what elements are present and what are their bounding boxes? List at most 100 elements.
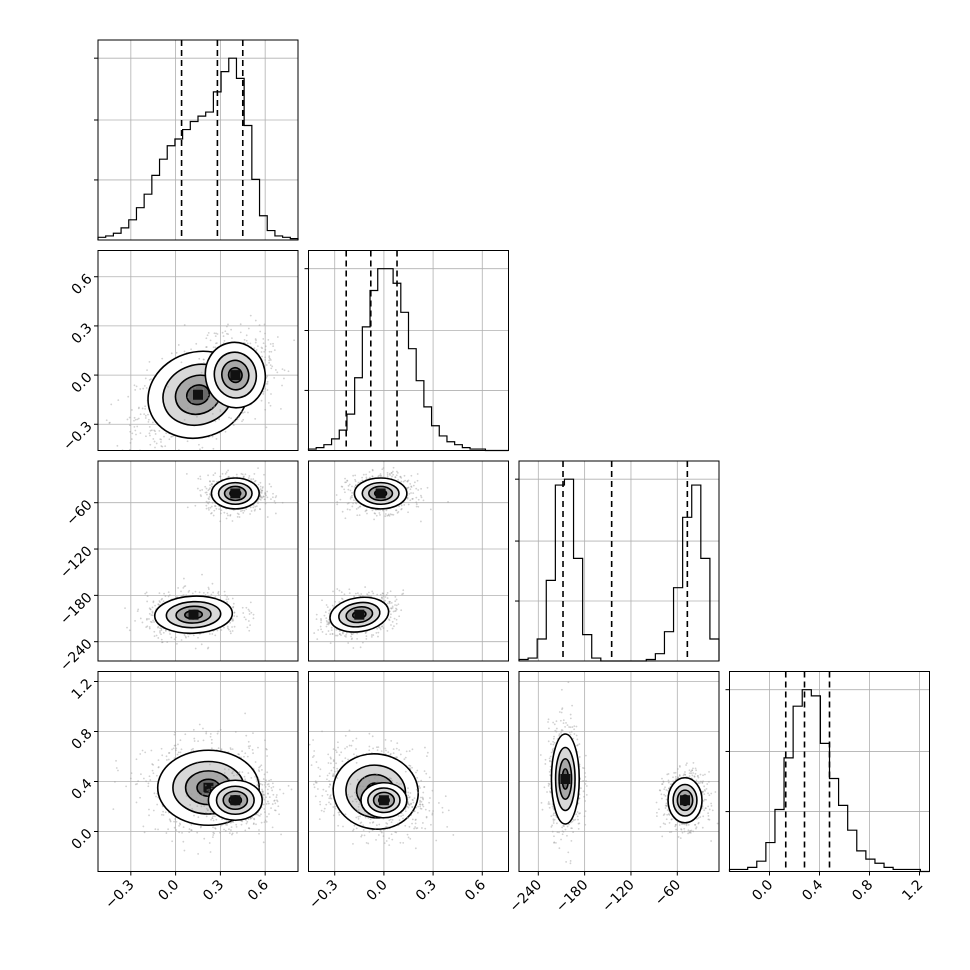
scatter-point (264, 493, 267, 496)
scatter-point (161, 357, 164, 360)
scatter-point (356, 592, 359, 595)
scatter-point (348, 588, 351, 591)
scatter-point (290, 788, 293, 791)
scatter-point (384, 596, 387, 598)
scatter-point (146, 451, 148, 453)
scatter-point (380, 596, 383, 599)
scatter-point (264, 492, 266, 494)
scatter-point (150, 455, 152, 457)
scatter-point (386, 591, 389, 594)
scatter-point (339, 498, 342, 501)
scatter-point (365, 476, 368, 479)
scatter-point (355, 508, 358, 510)
scatter-point (201, 446, 204, 449)
scatter-point (148, 378, 151, 381)
scatter-point (262, 486, 264, 488)
scatter-point (379, 474, 382, 477)
scatter-point (325, 633, 328, 636)
scatter-point (205, 491, 208, 494)
scatter-point (395, 622, 398, 625)
scatter-point (264, 502, 267, 505)
scatter-point (151, 611, 154, 614)
scatter-point (206, 493, 208, 496)
scatter-point (223, 590, 226, 593)
panel-frame (308, 460, 509, 662)
scatter-point (168, 438, 171, 441)
scatter-point (202, 739, 205, 742)
scatter-point (226, 595, 229, 598)
scatter-point (249, 513, 251, 515)
scatter-point (192, 634, 195, 637)
scatter-point (199, 478, 202, 481)
scatter-point (396, 470, 398, 473)
scatter-point (395, 509, 397, 512)
scatter-point (332, 590, 334, 593)
scatter-point (380, 475, 382, 477)
scatter-point (381, 596, 383, 599)
scatter-point (270, 393, 272, 395)
scatter-point (227, 323, 229, 326)
scatter-point (327, 622, 330, 625)
scatter-point (137, 417, 140, 420)
density-panel-1-3 (97, 460, 299, 662)
scatter-point (208, 488, 211, 491)
scatter-point (162, 600, 165, 603)
scatter-point (368, 471, 371, 473)
scatter-point (399, 475, 402, 478)
scatter-point (344, 477, 346, 480)
scatter-point (150, 614, 153, 616)
scatter-point (381, 625, 383, 628)
scatter-point (125, 785, 128, 788)
scatter-point (346, 508, 349, 511)
scatter-point (268, 361, 271, 364)
scatter-point (266, 382, 269, 385)
scatter-point (243, 616, 246, 619)
scatter-point (144, 417, 147, 419)
scatter-point (376, 593, 379, 596)
scatter-point (371, 475, 374, 478)
scatter-point (161, 641, 164, 643)
scatter-point (387, 513, 390, 516)
scatter-point (165, 755, 168, 758)
scatter-point (259, 485, 262, 488)
scatter-point (357, 481, 360, 484)
scatter-point (411, 498, 414, 500)
scatter-point (386, 475, 389, 478)
scatter-point (245, 508, 248, 510)
scatter-point (229, 513, 232, 516)
scatter-point (148, 612, 151, 615)
scatter-point (164, 445, 167, 448)
scatter-point (128, 629, 131, 632)
scatter-point (381, 592, 384, 595)
scatter-point (415, 501, 418, 504)
scatter-point (243, 755, 245, 758)
scatter-point (158, 592, 161, 595)
scatter-point (348, 592, 351, 595)
scatter-point (157, 603, 160, 606)
scatter-point (253, 473, 256, 475)
scatter-point (361, 641, 364, 644)
scatter-point (170, 435, 173, 438)
scatter-point (209, 506, 212, 509)
scatter-point (105, 419, 108, 422)
scatter-point (150, 621, 153, 624)
scatter-point (134, 783, 137, 786)
panel-frame (518, 460, 720, 662)
scatter-point (409, 488, 412, 491)
scatter-point (210, 505, 213, 508)
scatter-point (245, 334, 248, 337)
histogram-step (97, 57, 299, 240)
scatter-point (328, 609, 331, 612)
scatter-point (210, 485, 213, 488)
scatter-point (409, 482, 412, 485)
scatter-point (194, 386, 196, 389)
scatter-point (157, 603, 160, 606)
scatter-point (129, 777, 132, 780)
scatter-point (133, 425, 136, 428)
scatter-point (145, 618, 148, 621)
scatter-point (340, 597, 343, 600)
scatter-point (420, 494, 422, 497)
panel-frame (97, 460, 299, 662)
scatter-point (271, 365, 274, 368)
scatter-point (209, 339, 212, 342)
